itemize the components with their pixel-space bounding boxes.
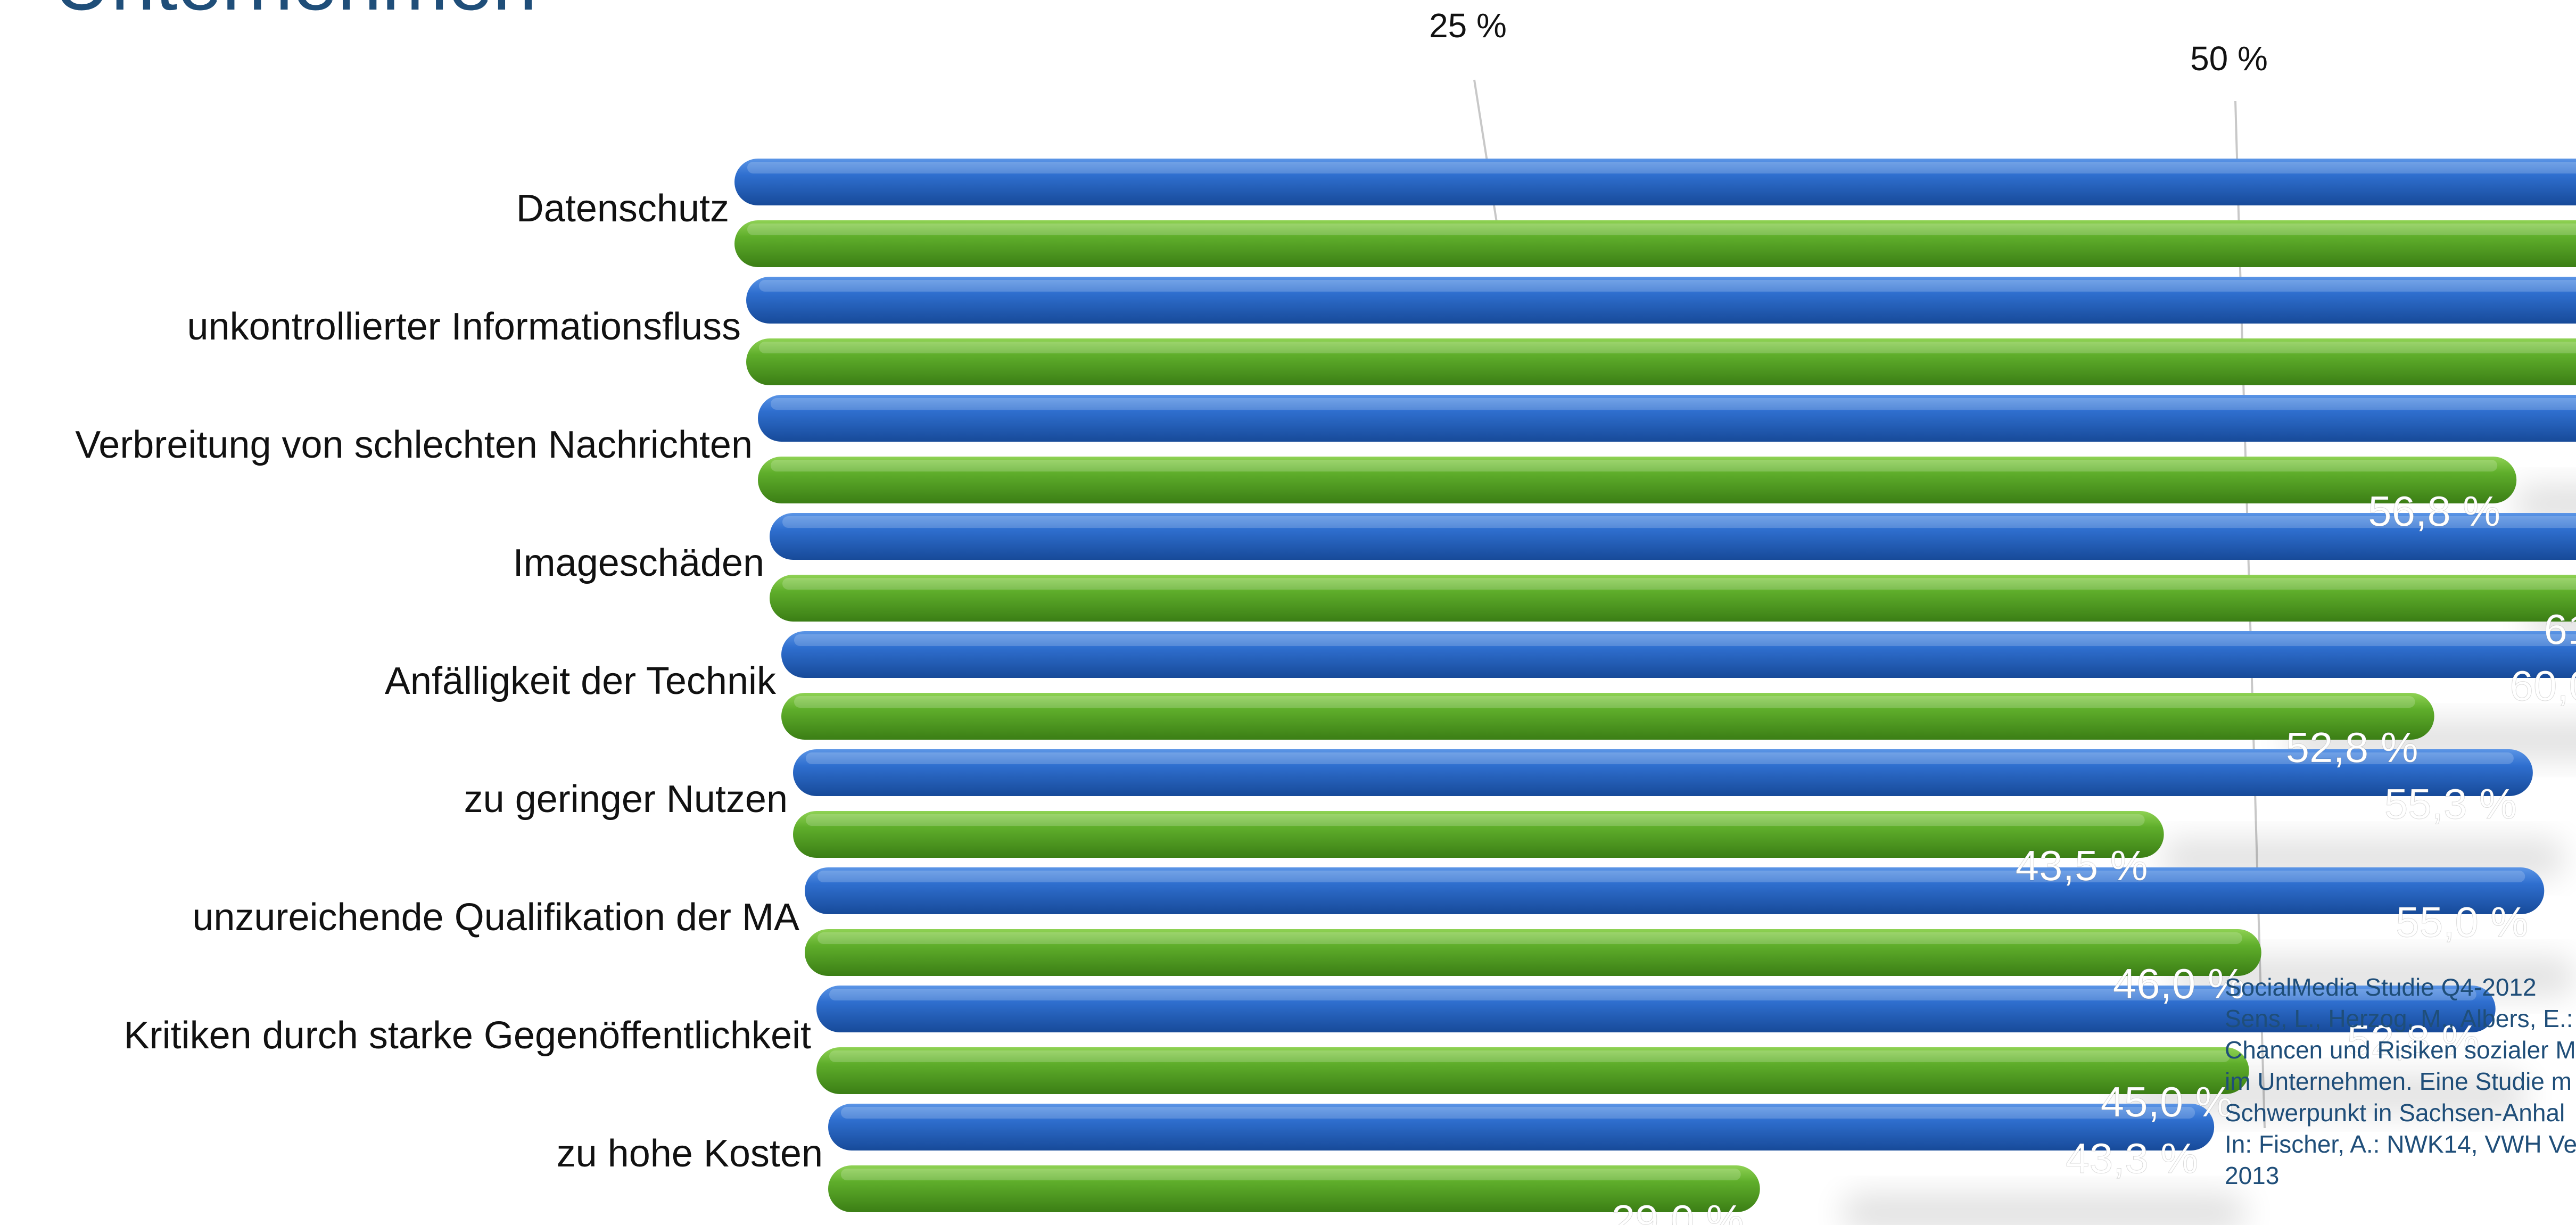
data-label: 52,8 % [2286, 724, 2418, 771]
bar-highlight [782, 516, 2576, 528]
bar-highlight [841, 1169, 1741, 1180]
bar-highlight [771, 460, 2498, 471]
label-layer: Datenschutz unkontrollierter Informations… [75, 187, 2576, 1225]
axis-tick-label: 50 % [2190, 39, 2268, 78]
bar-blue [770, 513, 2576, 560]
data-label: 55,0 % [2396, 898, 2528, 946]
data-label: 29,0 % [1612, 1196, 1744, 1225]
bar-highlight [794, 696, 2415, 708]
category-label: Kritiken durch starke Gegenöffentlichkei… [124, 1014, 811, 1057]
axis-tick-label: 25 % [1429, 6, 1507, 45]
bar-green [770, 575, 2576, 622]
bar-green [805, 929, 2261, 976]
bar-highlight [806, 752, 2514, 764]
source-line: SocialMedia Studie Q4-2012 [2225, 973, 2537, 1001]
bar-highlight [759, 280, 2576, 292]
bar-highlight [782, 578, 2576, 590]
category-label: unkontrollierter Informationsfluss [187, 305, 741, 348]
data-label: 60,0 % [2509, 662, 2576, 709]
bar-green [758, 457, 2517, 503]
bar-blue [734, 159, 2576, 205]
bar-highlight [747, 224, 2576, 235]
source-line: Sens, L., Herzog, M., Albers, E.: [2225, 1005, 2573, 1032]
bar-highlight [818, 932, 2242, 944]
bar-highlight [841, 1107, 2195, 1119]
data-label: 61,8 % [2544, 606, 2576, 653]
category-label: Anfälligkeit der Technik [385, 660, 777, 702]
source-line: 2013 [2225, 1162, 2280, 1189]
bar-layer [734, 159, 2576, 1212]
bar-highlight [829, 1050, 2230, 1062]
category-label: zu geringer Nutzen [464, 778, 788, 821]
source-note: SocialMedia Studie Q4-2012 Sens, L., Her… [2225, 972, 2576, 1191]
bar-highlight [818, 871, 2525, 882]
category-label: Datenschutz [516, 187, 729, 230]
bar-green [828, 1165, 1760, 1212]
data-label: 45,0 % [2101, 1078, 2233, 1125]
source-line: im Unternehmen. Eine Studie m [2225, 1067, 2572, 1095]
bar-highlight [771, 398, 2576, 410]
category-label: unzureichende Qualifikation der MA [192, 896, 799, 939]
bar-highlight [829, 989, 2476, 1000]
data-label: 43,5 % [2016, 842, 2148, 889]
source-line: Chancen und Risiken sozialer M [2225, 1036, 2576, 1064]
bar-green [734, 220, 2576, 267]
bar-green [746, 338, 2576, 385]
bar-blue [805, 867, 2545, 914]
bar-blue [793, 749, 2533, 796]
bar-blue [746, 277, 2576, 324]
source-line: Schwerpunkt in Sachsen-Anhal [2225, 1099, 2565, 1127]
bar-highlight [747, 162, 2576, 173]
bar-blue [781, 631, 2576, 678]
bar-blue [816, 986, 2496, 1032]
bar-green [781, 693, 2434, 740]
category-label: Imageschäden [513, 542, 764, 584]
data-label: 56,8 % [2368, 487, 2500, 535]
chart-title: Unternehmen [53, 0, 537, 28]
bar-blue [828, 1104, 2215, 1150]
bar-blue [758, 395, 2576, 442]
source-line: In: Fischer, A.: NWK14, VWH Ve [2225, 1130, 2576, 1158]
bar-green [793, 811, 2164, 858]
bar-shadow [1842, 1194, 2247, 1225]
bar-highlight [806, 814, 2145, 826]
category-label: Verbreitung von schlechten Nachrichten [75, 424, 753, 466]
data-label: 55,3 % [2384, 780, 2517, 827]
bar-highlight [794, 634, 2576, 646]
category-label: zu hohe Kosten [557, 1132, 823, 1175]
data-label: 43,3 % [2066, 1135, 2198, 1182]
bar-highlight [759, 342, 2576, 353]
data-label: 46,0 % [2113, 960, 2245, 1007]
bar-green [816, 1047, 2249, 1094]
data-label: 52,8 % [2347, 1016, 2480, 1064]
